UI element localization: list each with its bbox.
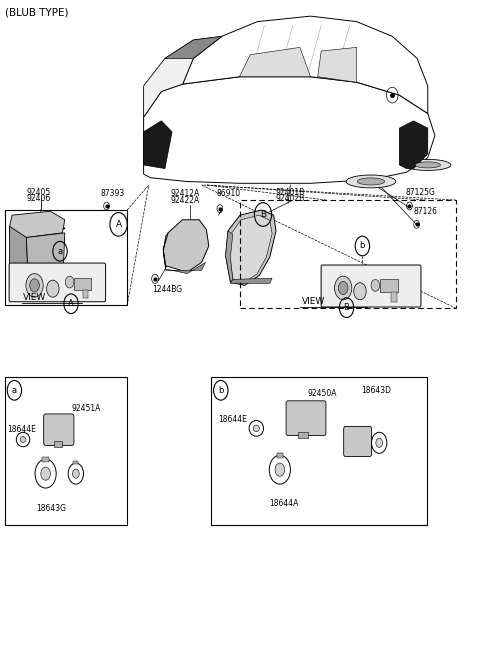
- Circle shape: [335, 276, 352, 300]
- Text: B: B: [344, 303, 349, 312]
- Circle shape: [65, 276, 74, 288]
- Text: b: b: [360, 241, 365, 251]
- FancyBboxPatch shape: [344, 426, 372, 457]
- Ellipse shape: [16, 432, 30, 447]
- Circle shape: [26, 274, 43, 297]
- FancyBboxPatch shape: [9, 263, 106, 302]
- Text: A: A: [116, 220, 121, 229]
- Text: VIEW: VIEW: [301, 297, 324, 306]
- Text: 18644A: 18644A: [269, 499, 298, 508]
- Polygon shape: [144, 121, 172, 169]
- Polygon shape: [10, 211, 65, 237]
- Text: 18643G: 18643G: [36, 504, 66, 513]
- Circle shape: [47, 280, 59, 297]
- Text: 87125G: 87125G: [406, 188, 435, 197]
- Text: 92422A: 92422A: [170, 195, 200, 205]
- Text: 92402B: 92402B: [276, 194, 305, 203]
- Circle shape: [371, 279, 380, 291]
- FancyBboxPatch shape: [286, 401, 326, 436]
- Text: 92401B: 92401B: [276, 188, 305, 197]
- FancyBboxPatch shape: [44, 414, 74, 445]
- Polygon shape: [405, 159, 451, 171]
- Circle shape: [269, 455, 290, 484]
- Text: 92405: 92405: [26, 188, 51, 197]
- Bar: [5, 210, 127, 305]
- Text: 18644E: 18644E: [218, 415, 247, 424]
- Text: 86910: 86910: [217, 189, 241, 198]
- Polygon shape: [318, 47, 357, 82]
- Text: (BLUB TYPE): (BLUB TYPE): [5, 8, 68, 18]
- Polygon shape: [144, 36, 222, 117]
- Circle shape: [338, 281, 348, 295]
- Text: 87393: 87393: [101, 189, 125, 198]
- Bar: [42, 457, 49, 462]
- Circle shape: [41, 467, 50, 480]
- Text: a: a: [12, 386, 17, 395]
- Polygon shape: [346, 175, 396, 188]
- Ellipse shape: [20, 437, 26, 442]
- Circle shape: [30, 279, 39, 292]
- Ellipse shape: [253, 425, 259, 432]
- Circle shape: [372, 432, 387, 453]
- Polygon shape: [226, 210, 276, 285]
- Circle shape: [72, 469, 79, 478]
- Bar: [211, 377, 427, 525]
- Text: b: b: [218, 386, 224, 395]
- Bar: [240, 200, 456, 308]
- Bar: [391, 292, 397, 302]
- Circle shape: [354, 283, 366, 300]
- Polygon shape: [163, 220, 209, 272]
- Bar: [54, 441, 62, 447]
- Text: 18643D: 18643D: [361, 386, 391, 395]
- Text: 87126: 87126: [414, 207, 438, 216]
- Text: 92450A: 92450A: [307, 389, 336, 398]
- Polygon shape: [26, 233, 65, 297]
- Bar: [73, 461, 78, 464]
- Polygon shape: [415, 162, 441, 168]
- Polygon shape: [229, 215, 272, 283]
- Polygon shape: [226, 231, 233, 282]
- Text: A: A: [68, 299, 74, 308]
- Circle shape: [275, 463, 285, 476]
- Bar: [83, 290, 88, 298]
- Text: 92412A: 92412A: [170, 189, 200, 198]
- Ellipse shape: [249, 420, 264, 436]
- Polygon shape: [183, 16, 428, 113]
- Polygon shape: [166, 262, 205, 274]
- Bar: [298, 432, 308, 438]
- Text: a: a: [58, 247, 62, 256]
- Polygon shape: [230, 278, 272, 283]
- Circle shape: [68, 463, 84, 484]
- Text: 92451A: 92451A: [71, 403, 100, 413]
- Text: VIEW: VIEW: [23, 293, 46, 302]
- Polygon shape: [165, 36, 222, 58]
- Polygon shape: [399, 121, 428, 169]
- Polygon shape: [357, 178, 384, 185]
- Text: B: B: [260, 210, 266, 219]
- Circle shape: [376, 438, 383, 447]
- Polygon shape: [144, 77, 435, 183]
- FancyBboxPatch shape: [321, 265, 421, 307]
- Bar: [277, 453, 283, 458]
- Circle shape: [35, 459, 56, 488]
- Text: 92406: 92406: [26, 194, 51, 203]
- Bar: [74, 278, 91, 290]
- Polygon shape: [10, 226, 29, 297]
- Polygon shape: [163, 233, 168, 269]
- Bar: [5, 377, 127, 525]
- Text: 1244BG: 1244BG: [153, 285, 183, 295]
- Polygon shape: [240, 47, 311, 77]
- Text: 18644E: 18644E: [8, 425, 36, 434]
- Bar: [380, 279, 398, 292]
